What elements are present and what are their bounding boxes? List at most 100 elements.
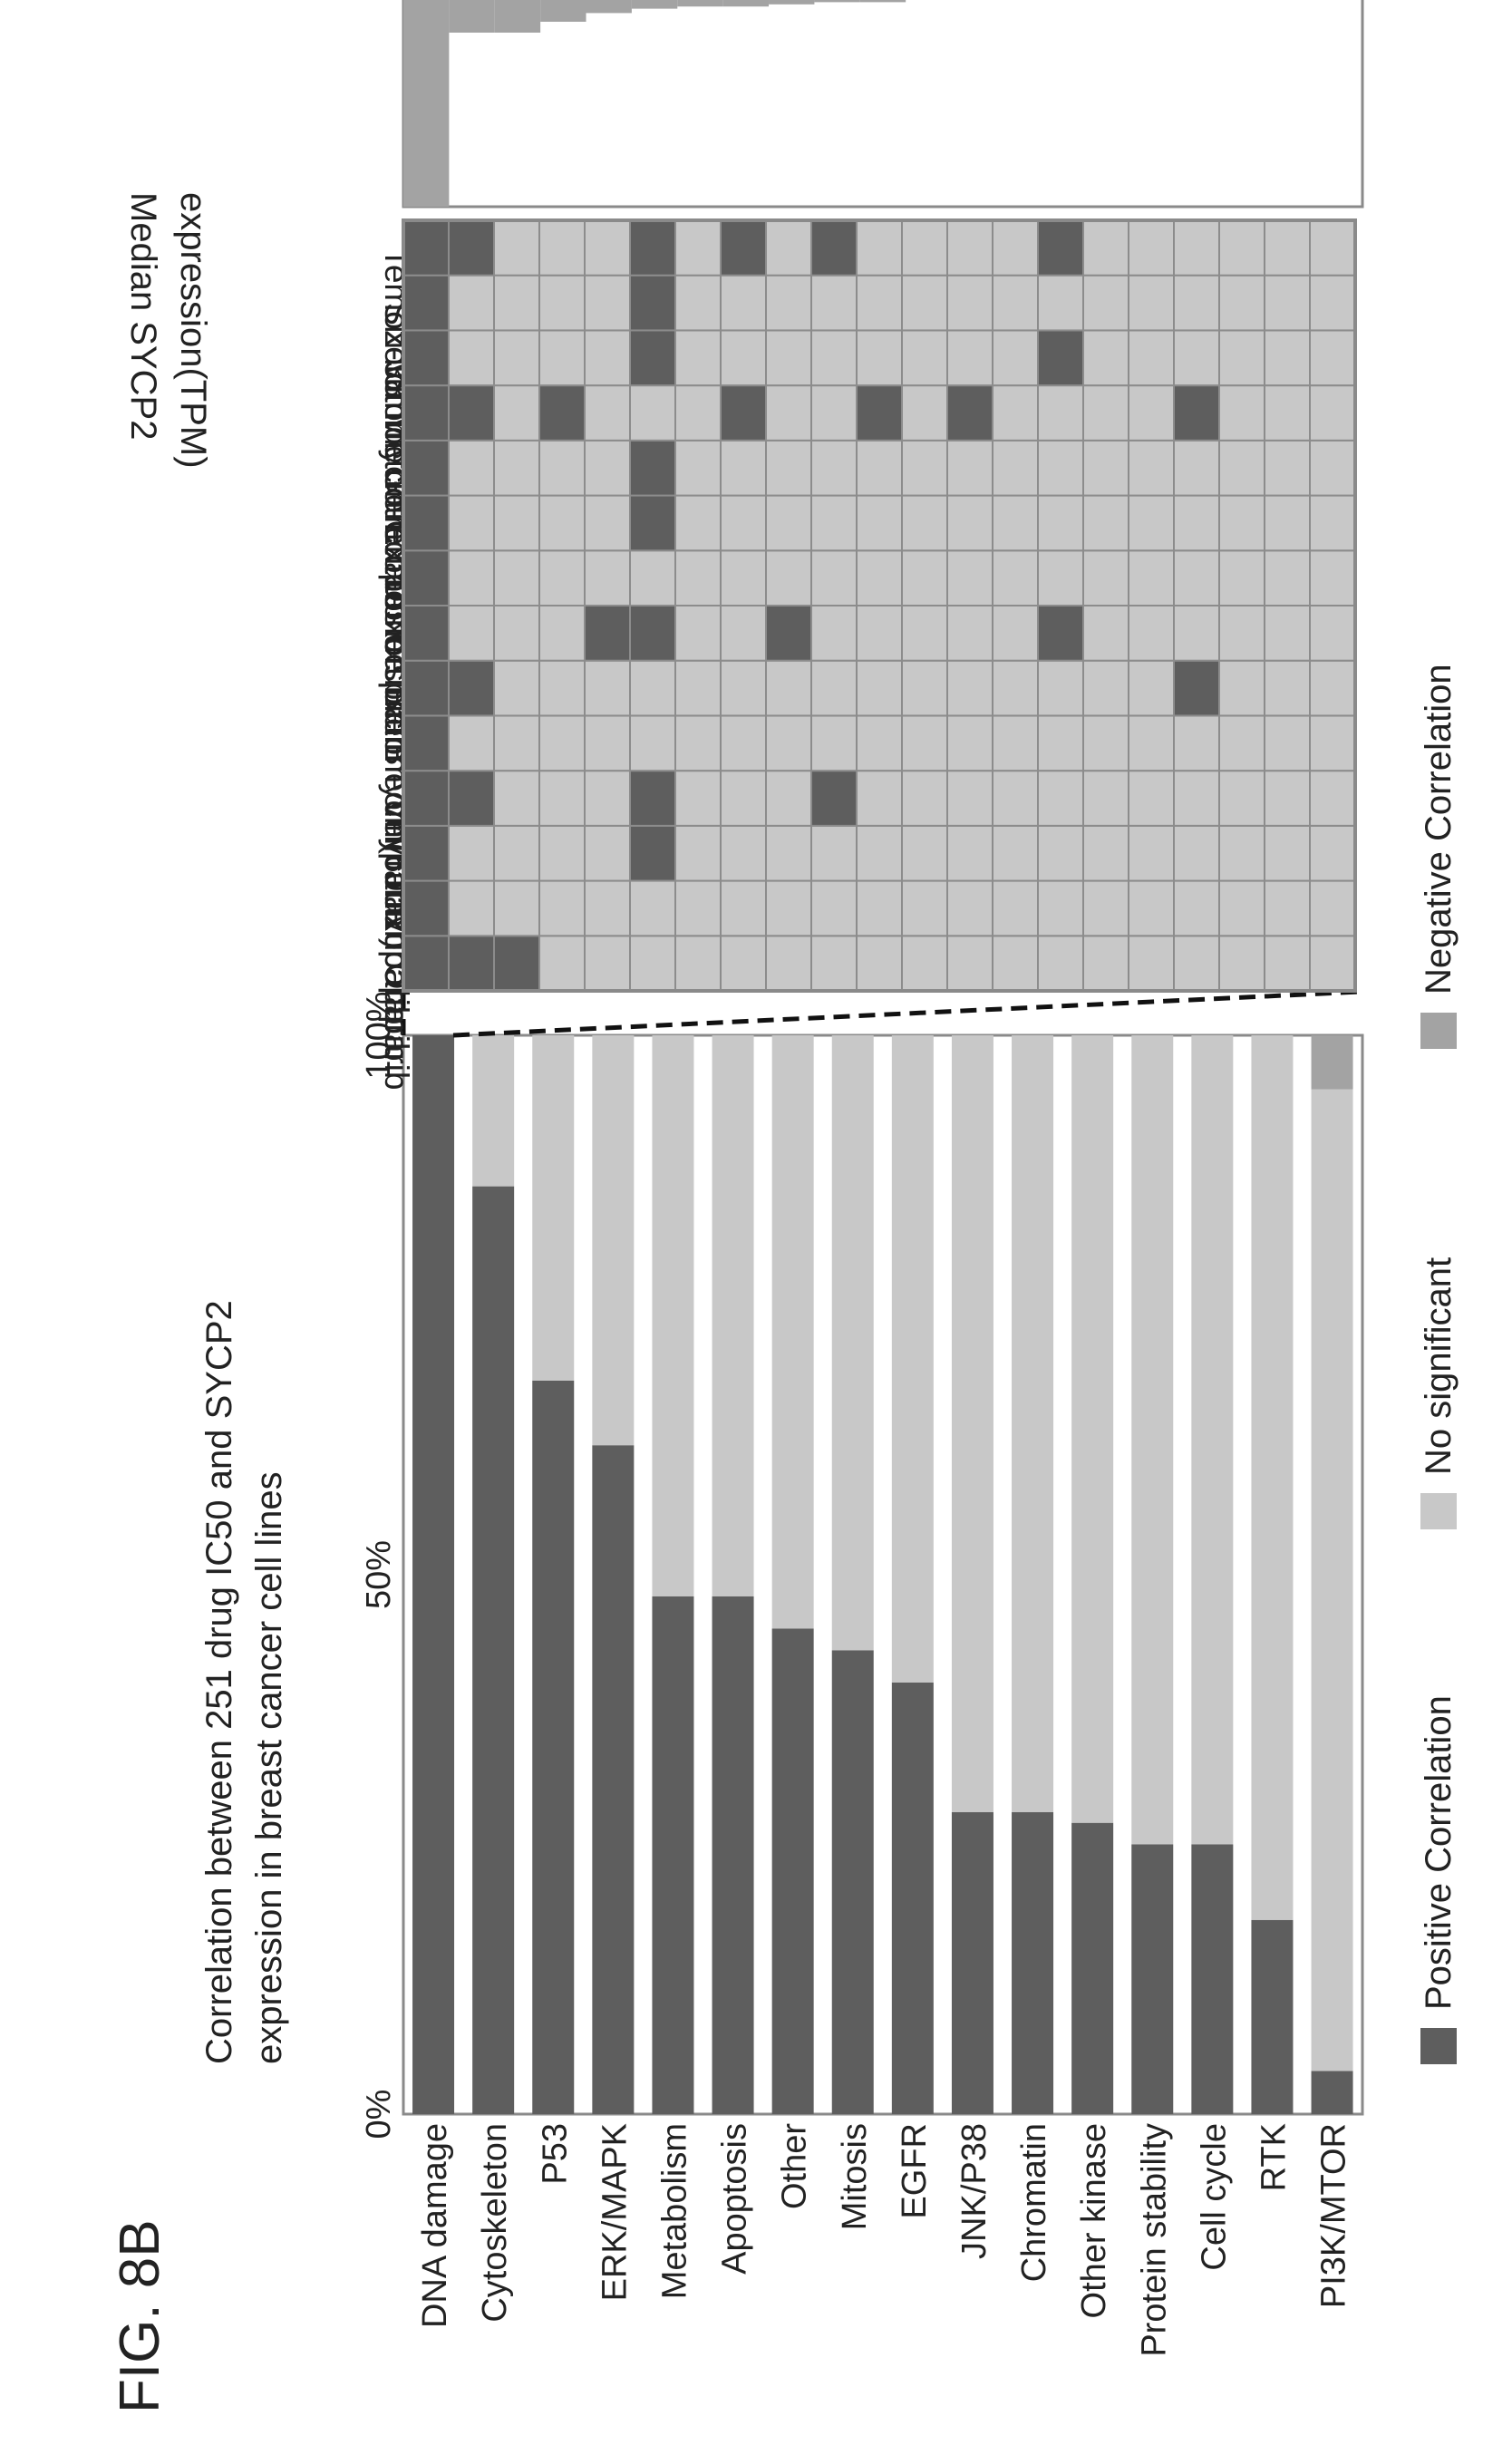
heatmap-cell-positive [1173,384,1220,441]
heatmap-cell-not-significant [448,329,495,387]
heatmap-cell-not-significant [1082,549,1129,606]
zoom-connector [401,989,1361,1038]
heatmap-cell-not-significant [1218,384,1265,441]
heatmap-cell-positive [584,604,631,662]
heatmap-cell-not-significant [493,824,540,882]
bar-segment-no-significant [472,1034,515,1187]
bar-segment-no-significant [1311,1089,1353,2071]
heatmap-cell-not-significant [765,935,812,992]
heatmap-cell-not-significant [1264,770,1311,827]
heatmap-cell-not-significant [1264,494,1311,552]
heatmap-cell-positive [402,604,450,662]
legend-label: No significant [1419,1257,1459,1475]
heatmap-cell-not-significant [720,274,767,332]
heatmap-cell-not-significant [674,879,722,937]
heatmap-cell-not-significant [901,384,948,441]
heatmap-cell-not-significant [1037,494,1084,552]
heatmap-cell-positive [720,384,767,441]
expression-bar [631,0,678,9]
heatmap-cell-not-significant [448,549,495,606]
category-label: RTK [1255,2123,1293,2191]
heatmap-cell-not-significant [810,714,858,772]
heatmap-cell-not-significant [1264,604,1311,662]
bar-segment-no-significant [771,1035,814,1629]
category-label: Cytoskeleton [476,2123,514,2323]
heatmap-cell-not-significant [1128,659,1175,717]
heatmap-cell-positive [720,219,767,277]
heatmap-cell-not-significant [1264,935,1311,992]
heatmap-cell-not-significant [538,770,586,827]
heatmap-cell-not-significant [493,549,540,606]
heatmap-cell-not-significant [720,604,767,662]
heatmap-cell-not-significant [1173,439,1220,497]
bar-segment-positive [951,1811,993,2114]
heatmap-cell-not-significant [674,219,722,277]
heatmap-cell-not-significant [538,824,586,882]
bar-segment-no-significant [1191,1035,1234,1845]
heatmap-cell-not-significant [1037,439,1084,497]
heatmap-cell-not-significant [1264,329,1311,387]
bar-segment-positive [1191,1844,1234,2114]
figure-label: FIG. 8B [109,2219,171,2413]
heatmap-cell-not-significant [1309,604,1356,662]
heatmap-cell-not-significant [1082,384,1129,441]
stacked-bar-category-labels: DNA damage Cytoskeleton P53 ERK/MAPK Metabol… [416,2123,1353,2357]
heatmap-cell-not-significant [584,714,631,772]
heatmap-cell-not-significant [448,439,495,497]
heatmap-cell-not-significant [538,714,586,772]
category-label: Other kinase [1075,2123,1113,2318]
heatmap-cell-not-significant [674,824,722,882]
stacked-bar-title-line-1: Correlation between 251 drug IC50 and SY… [199,1300,239,2064]
heatmap-cell-not-significant [493,659,540,717]
bar-segment-positive [771,1628,814,2114]
heatmap-cell-not-significant [1309,770,1356,827]
heatmap-cell-not-significant [584,494,631,552]
heatmap-cell-not-significant [584,329,631,387]
bar-segment-no-significant [951,1035,993,1812]
heatmap-cell-not-significant [1218,549,1265,606]
heatmap-cell-not-significant [1173,824,1220,882]
heatmap-cell-positive [448,935,495,992]
heatmap-cell-not-significant [1128,770,1175,827]
heatmap-cell-not-significant [584,770,631,827]
heatmap-cell-not-significant [946,935,993,992]
bar-segment-no-significant [592,1034,635,1446]
heatmap-cell-not-significant [765,329,812,387]
heatmap-cell-not-significant [629,384,676,441]
heatmap-cell-not-significant [992,494,1039,552]
heatmap-cell-not-significant [493,329,540,387]
bar-segment-positive [1311,2071,1353,2114]
heatmap-cell-not-significant [1218,935,1265,992]
heatmap-cell-not-significant [992,384,1039,441]
heatmap-cell-not-significant [493,274,540,332]
heatmap-cell-not-significant [1309,714,1356,772]
heatmap-cell-not-significant [493,770,540,827]
expression-title-line-1: Median SYCP2 [123,192,163,440]
heatmap-cell-not-significant [1037,714,1084,772]
heatmap-cell-positive [402,714,450,772]
heatmap-cell-not-significant [946,329,993,387]
heatmap-cell-not-significant [992,219,1039,277]
heatmap-cell-not-significant [1309,439,1356,497]
heatmap-cell-not-significant [992,274,1039,332]
heatmap-cell-not-significant [1218,439,1265,497]
heatmap-cell-not-significant [1218,714,1265,772]
heatmap-cell-not-significant [629,549,676,606]
heatmap-cell-not-significant [1173,274,1220,332]
heatmap-cell-not-significant [1128,824,1175,882]
heatmap-cell-not-significant [1128,935,1175,992]
category-label: Apoptosis [716,2123,754,2275]
heatmap-cell-not-significant [992,714,1039,772]
bar-segment-no-significant [1131,1035,1174,1845]
category-label: ERK/MAPK [596,2123,634,2301]
heatmap-cell-not-significant [901,604,948,662]
bar-segment-positive [1131,1844,1174,2114]
stacked-bar-title-line-2: expression in breast cancer cell lines [249,1471,289,2064]
heatmap-cell-not-significant [584,659,631,717]
heatmap-cell-not-significant [674,604,722,662]
heatmap-cell-not-significant [493,714,540,772]
heatmap-cell-not-significant [720,329,767,387]
heatmap-cell-not-significant [856,935,903,992]
heatmap-cell-not-significant [1309,494,1356,552]
heatmap-cell-not-significant [448,824,495,882]
